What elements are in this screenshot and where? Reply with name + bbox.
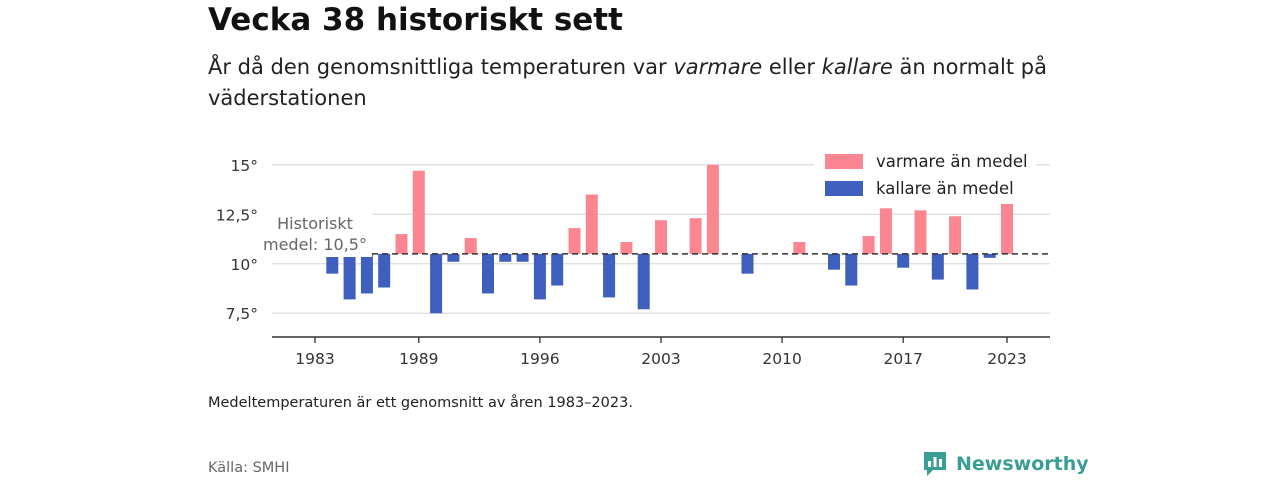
chart-subtitle: År då den genomsnittliga temperaturen va… xyxy=(208,52,1048,114)
bar-warm xyxy=(706,164,719,254)
bar-cold xyxy=(533,253,546,300)
legend-swatch-warm xyxy=(825,154,863,169)
bar-warm xyxy=(949,216,962,254)
x-tick-label: 2023 xyxy=(987,350,1026,368)
bar-cold xyxy=(845,253,858,286)
bar-cold xyxy=(447,253,460,262)
bar-warm xyxy=(412,170,425,254)
x-tick-label: 2003 xyxy=(641,350,680,368)
bar-cold xyxy=(360,253,373,294)
subtitle-cold-word: kallare xyxy=(821,55,893,79)
bar-cold xyxy=(931,253,944,280)
x-tick-label: 2010 xyxy=(762,350,801,368)
chart-title: Vecka 38 historiskt sett xyxy=(208,2,623,38)
footnote: Medeltemperaturen är ett genomsnitt av å… xyxy=(208,395,633,411)
bar-cold xyxy=(516,253,529,262)
bar-warm xyxy=(568,228,581,254)
mean-label: Historiskt medel: 10,5° xyxy=(263,211,372,257)
x-tick-label: 1996 xyxy=(520,350,559,368)
legend: varmare än medel kallare än medel xyxy=(814,148,1036,204)
mean-label-line2: medel: 10,5° xyxy=(263,235,367,254)
subtitle-warm-word: varmare xyxy=(673,55,763,79)
bar-warm xyxy=(914,210,927,254)
bar-cold xyxy=(966,253,979,290)
newsworthy-logo-icon xyxy=(924,452,946,476)
temperature-bar-chart: 7,5° 10° 12,5° 15° 1983 1989 1996 2003 2010 2017… xyxy=(215,148,1050,368)
bar-cold xyxy=(430,253,443,314)
mean-label-line1: Historiskt xyxy=(277,214,353,233)
y-axis-ticks: 7,5° 10° 12,5° 15° xyxy=(216,157,258,323)
brand-logo: Newsworthy xyxy=(922,450,1089,478)
source-label: Källa: SMHI xyxy=(208,460,290,476)
bar-warm xyxy=(395,234,408,254)
x-tick-label: 1989 xyxy=(399,350,438,368)
y-tick-label: 15° xyxy=(231,157,258,175)
subtitle-part: än normalt på väderstationen xyxy=(208,55,1047,110)
x-tick-label: 1983 xyxy=(295,350,334,368)
bar-cold xyxy=(326,253,339,274)
x-axis-ticks: 1983 1989 1996 2003 2010 2017 2023 xyxy=(295,337,1027,368)
bar-cold xyxy=(499,253,512,262)
bar-warm xyxy=(585,194,598,254)
bar-cold xyxy=(637,253,650,310)
bar-cold xyxy=(551,253,564,286)
bar-warm xyxy=(1001,198,1013,254)
bar-cold xyxy=(897,253,910,268)
legend-label-cold: kallare än medel xyxy=(876,179,1014,198)
y-tick-label: 7,5° xyxy=(226,305,258,323)
x-tick-label: 2017 xyxy=(883,350,922,368)
bar-warm xyxy=(620,241,633,254)
bar-warm xyxy=(464,238,477,254)
bar-cold xyxy=(983,253,996,258)
mean-label-background xyxy=(268,211,372,257)
subtitle-part: eller xyxy=(762,55,822,79)
bar-warm xyxy=(793,241,806,254)
bar-cold xyxy=(378,253,391,288)
subtitle-part: År då den genomsnittliga temperaturen va… xyxy=(208,55,674,79)
bar-warm xyxy=(879,208,892,254)
bar-cold xyxy=(482,253,494,294)
legend-label-warm: varmare än medel xyxy=(876,152,1028,171)
legend-swatch-cold xyxy=(825,181,863,196)
bar-warm xyxy=(655,220,667,254)
bar-cold xyxy=(603,253,616,298)
bar-cold xyxy=(343,253,356,300)
y-tick-label: 10° xyxy=(231,256,258,274)
bar-warm xyxy=(862,236,875,254)
y-tick-label: 12,5° xyxy=(216,206,258,224)
bars xyxy=(326,164,1013,314)
bar-cold xyxy=(741,253,754,274)
bar-cold xyxy=(828,253,840,270)
brand-name: Newsworthy xyxy=(956,453,1089,475)
bar-warm xyxy=(689,218,702,254)
